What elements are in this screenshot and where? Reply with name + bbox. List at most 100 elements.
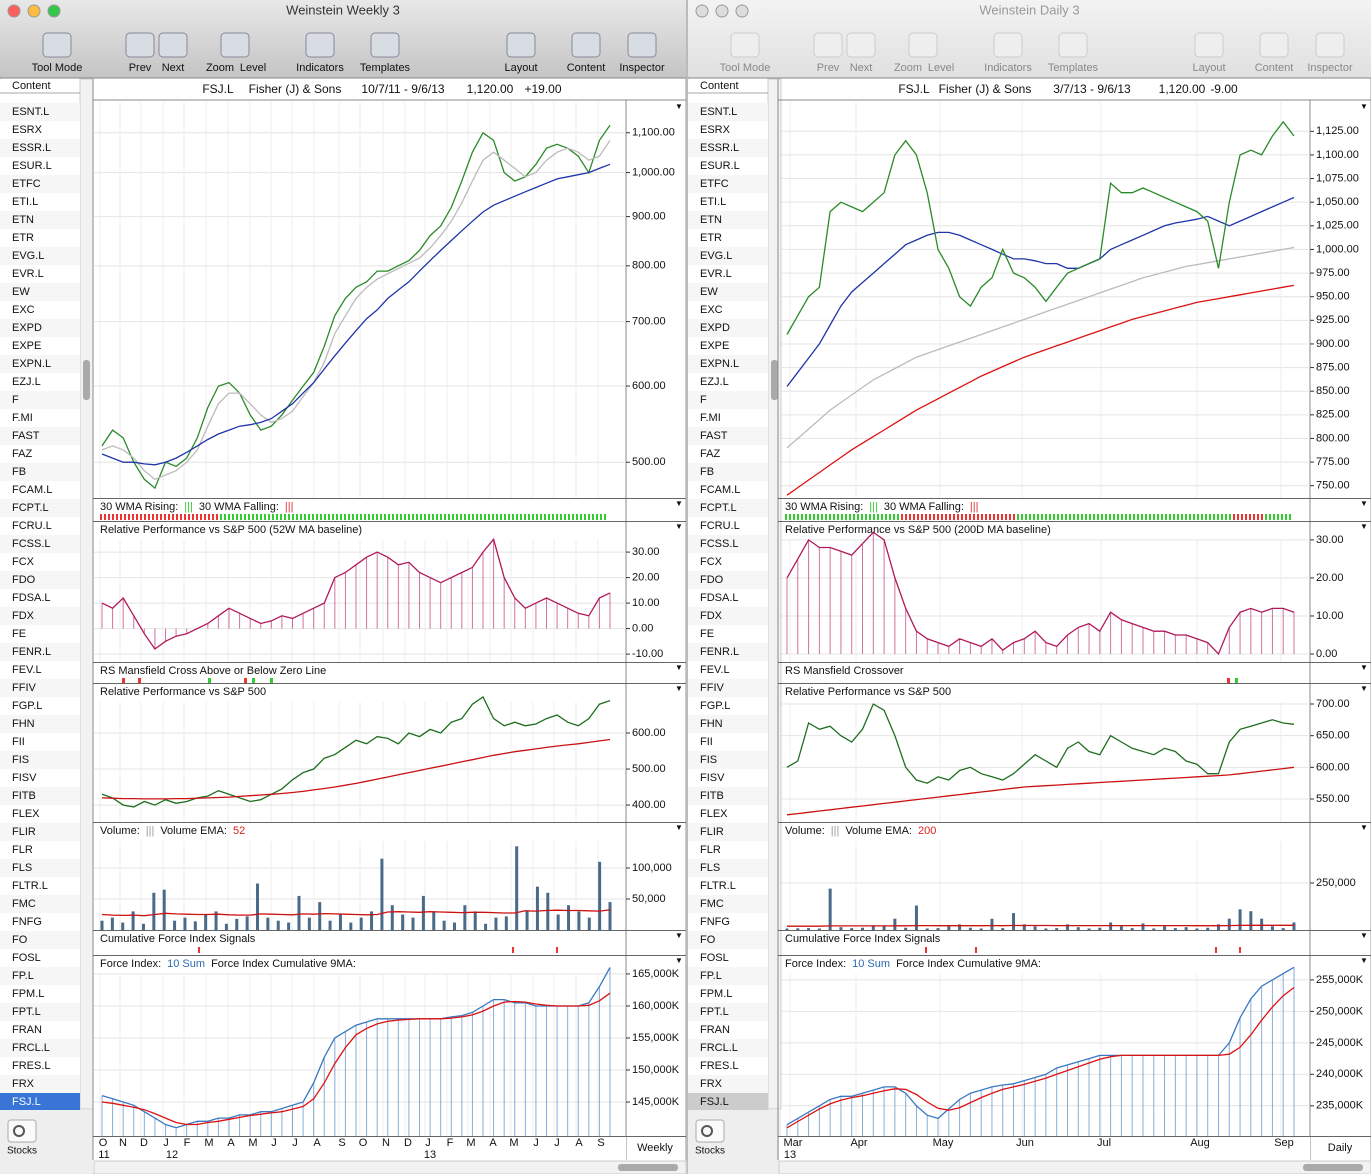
panel-menu[interactable]: ▼ bbox=[675, 956, 683, 965]
content-row[interactable] bbox=[688, 265, 768, 283]
content-row[interactable] bbox=[0, 643, 80, 661]
toolbar-icon[interactable] bbox=[42, 32, 72, 58]
content-row[interactable] bbox=[0, 1057, 80, 1075]
content-row[interactable] bbox=[0, 319, 80, 337]
content-row[interactable] bbox=[688, 553, 768, 571]
content-row[interactable] bbox=[0, 553, 80, 571]
toolbar-icon[interactable] bbox=[1315, 32, 1345, 58]
content-row[interactable] bbox=[688, 841, 768, 859]
toolbar-icon[interactable] bbox=[908, 32, 938, 58]
panel-menu[interactable]: ▼ bbox=[675, 663, 683, 672]
content-row[interactable] bbox=[0, 931, 80, 949]
toolbar-icon[interactable] bbox=[1194, 32, 1224, 58]
content-row[interactable] bbox=[688, 895, 768, 913]
content-row[interactable] bbox=[688, 391, 768, 409]
content-row[interactable] bbox=[0, 661, 80, 679]
toolbar-icon[interactable] bbox=[158, 32, 188, 58]
content-row[interactable] bbox=[688, 319, 768, 337]
content-row[interactable] bbox=[0, 787, 80, 805]
content-row[interactable] bbox=[688, 679, 768, 697]
content-row[interactable] bbox=[0, 751, 80, 769]
toolbar-icon[interactable] bbox=[220, 32, 250, 58]
content-row[interactable] bbox=[0, 139, 80, 157]
content-row[interactable] bbox=[688, 805, 768, 823]
content-row[interactable] bbox=[688, 931, 768, 949]
content-row[interactable] bbox=[0, 895, 80, 913]
content-row[interactable] bbox=[0, 409, 80, 427]
content-row[interactable] bbox=[0, 733, 80, 751]
content-row[interactable] bbox=[688, 823, 768, 841]
content-row[interactable] bbox=[0, 715, 80, 733]
toolbar-icon[interactable] bbox=[370, 32, 400, 58]
window-button[interactable] bbox=[715, 4, 729, 18]
h-scroll-thumb[interactable] bbox=[1303, 1164, 1363, 1171]
content-row[interactable] bbox=[688, 769, 768, 787]
window-button[interactable] bbox=[7, 4, 21, 18]
h-scroll-thumb[interactable] bbox=[618, 1164, 678, 1171]
content-row[interactable] bbox=[0, 607, 80, 625]
content-row[interactable] bbox=[688, 1021, 768, 1039]
content-row[interactable] bbox=[688, 121, 768, 139]
panel-menu[interactable]: ▼ bbox=[675, 522, 683, 531]
content-row[interactable] bbox=[688, 859, 768, 877]
content-row[interactable] bbox=[688, 535, 768, 553]
content-row[interactable] bbox=[688, 949, 768, 967]
content-row[interactable] bbox=[0, 193, 80, 211]
content-row[interactable] bbox=[688, 1075, 768, 1093]
content-row[interactable] bbox=[688, 571, 768, 589]
content-row[interactable] bbox=[688, 517, 768, 535]
toolbar-icon[interactable] bbox=[305, 32, 335, 58]
scroll-thumb[interactable] bbox=[771, 360, 778, 400]
content-row[interactable] bbox=[688, 1057, 768, 1075]
content-row[interactable] bbox=[688, 103, 768, 121]
window-button[interactable] bbox=[47, 4, 61, 18]
content-row[interactable] bbox=[688, 787, 768, 805]
content-row[interactable] bbox=[0, 157, 80, 175]
content-row[interactable] bbox=[0, 967, 80, 985]
content-row[interactable] bbox=[688, 175, 768, 193]
content-row[interactable] bbox=[688, 211, 768, 229]
content-row[interactable] bbox=[0, 805, 80, 823]
toolbar-icon[interactable] bbox=[506, 32, 536, 58]
content-row[interactable] bbox=[0, 283, 80, 301]
content-row[interactable] bbox=[688, 247, 768, 265]
content-row[interactable] bbox=[688, 355, 768, 373]
window-button[interactable] bbox=[695, 4, 709, 18]
content-row[interactable] bbox=[688, 301, 768, 319]
content-row[interactable] bbox=[688, 463, 768, 481]
period-label[interactable]: Weekly bbox=[637, 1142, 673, 1154]
panel-menu[interactable]: ▼ bbox=[1360, 931, 1368, 940]
panel-menu[interactable]: ▼ bbox=[675, 931, 683, 940]
content-row[interactable] bbox=[0, 679, 80, 697]
content-row[interactable] bbox=[0, 121, 80, 139]
content-row[interactable] bbox=[0, 913, 80, 931]
content-row[interactable] bbox=[0, 337, 80, 355]
content-row[interactable] bbox=[688, 1003, 768, 1021]
content-row[interactable] bbox=[688, 283, 768, 301]
content-row[interactable] bbox=[688, 157, 768, 175]
content-row[interactable] bbox=[0, 211, 80, 229]
period-label[interactable]: Daily bbox=[1328, 1142, 1353, 1154]
content-row[interactable] bbox=[688, 985, 768, 1003]
panel-menu[interactable]: ▼ bbox=[1360, 499, 1368, 508]
content-row[interactable] bbox=[0, 985, 80, 1003]
content-row[interactable] bbox=[688, 373, 768, 391]
content-row[interactable] bbox=[688, 877, 768, 895]
content-row[interactable] bbox=[688, 445, 768, 463]
toolbar-icon[interactable] bbox=[730, 32, 760, 58]
content-row[interactable] bbox=[688, 481, 768, 499]
content-row[interactable] bbox=[0, 571, 80, 589]
content-row[interactable] bbox=[0, 859, 80, 877]
toolbar-icon[interactable] bbox=[813, 32, 843, 58]
content-row[interactable] bbox=[0, 373, 80, 391]
content-row[interactable] bbox=[688, 697, 768, 715]
panel-menu[interactable]: ▼ bbox=[1360, 823, 1368, 832]
content-row[interactable] bbox=[0, 1093, 80, 1111]
content-row[interactable] bbox=[0, 247, 80, 265]
content-row[interactable] bbox=[0, 499, 80, 517]
content-row[interactable] bbox=[688, 913, 768, 931]
toolbar-icon[interactable] bbox=[125, 32, 155, 58]
content-row[interactable] bbox=[688, 337, 768, 355]
panel-menu[interactable]: ▼ bbox=[1360, 956, 1368, 965]
content-row[interactable] bbox=[688, 1039, 768, 1057]
